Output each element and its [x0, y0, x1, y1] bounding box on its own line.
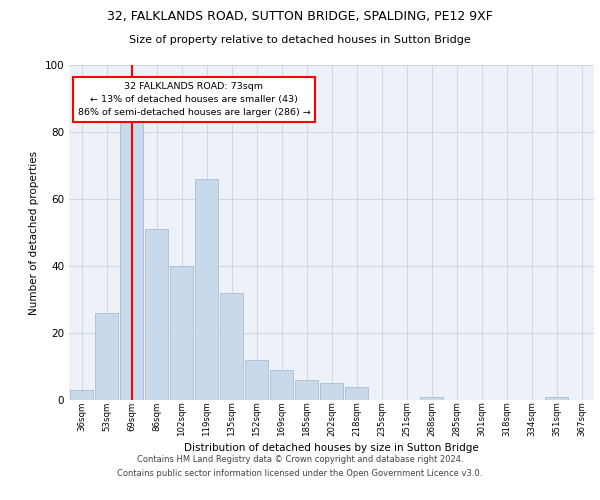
Bar [195, 179, 218, 400]
Text: Contains HM Land Registry data © Crown copyright and database right 2024.
Contai: Contains HM Land Registry data © Crown c… [118, 455, 482, 477]
Bar [295, 380, 318, 400]
Text: Size of property relative to detached houses in Sutton Bridge: Size of property relative to detached ho… [129, 35, 471, 45]
Bar [245, 360, 268, 400]
Y-axis label: Number of detached properties: Number of detached properties [29, 150, 39, 314]
Bar [95, 313, 118, 400]
Bar [145, 229, 168, 400]
Bar [120, 118, 143, 400]
Bar [70, 390, 93, 400]
Text: 32, FALKLANDS ROAD, SUTTON BRIDGE, SPALDING, PE12 9XF: 32, FALKLANDS ROAD, SUTTON BRIDGE, SPALD… [107, 10, 493, 23]
Bar [220, 293, 243, 400]
Bar [270, 370, 293, 400]
Bar [345, 386, 368, 400]
Bar [420, 396, 443, 400]
X-axis label: Distribution of detached houses by size in Sutton Bridge: Distribution of detached houses by size … [184, 443, 479, 453]
Bar [320, 383, 343, 400]
Text: 32 FALKLANDS ROAD: 73sqm
← 13% of detached houses are smaller (43)
86% of semi-d: 32 FALKLANDS ROAD: 73sqm ← 13% of detach… [77, 82, 310, 117]
Bar [170, 266, 193, 400]
Bar [545, 396, 568, 400]
